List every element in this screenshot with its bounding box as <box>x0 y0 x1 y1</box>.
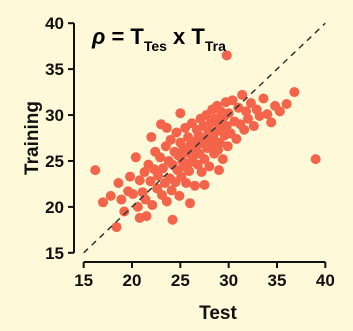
data-point <box>132 201 143 212</box>
scatter-points <box>90 50 321 233</box>
data-point <box>111 222 122 233</box>
data-point <box>258 93 269 104</box>
data-point <box>214 165 224 176</box>
title-mid: x T <box>167 24 205 49</box>
chart-title: ρ = TTes x TTra <box>91 24 226 54</box>
data-point <box>281 99 292 110</box>
title-sub-tra: Tra <box>205 38 226 54</box>
data-point <box>245 98 256 109</box>
data-point <box>185 198 195 209</box>
axes <box>73 23 326 263</box>
x-axis-title: Test <box>199 303 237 324</box>
x-tick-label: 35 <box>268 271 287 290</box>
x-tick-label: 15 <box>74 271 93 290</box>
y-tick-label: 30 <box>45 106 64 125</box>
x-tick-label: 20 <box>123 271 142 290</box>
data-point <box>199 154 210 165</box>
data-point <box>217 154 228 165</box>
data-point <box>227 95 238 106</box>
data-point <box>171 127 182 138</box>
title-rho: ρ <box>91 24 105 49</box>
y-tick-label: 35 <box>45 60 64 79</box>
reference-line <box>83 22 326 254</box>
data-point <box>192 159 203 170</box>
data-point <box>174 190 185 201</box>
data-point <box>155 152 166 163</box>
data-point <box>165 134 176 145</box>
data-point <box>223 108 234 119</box>
data-point <box>116 194 127 205</box>
data-point <box>141 211 152 222</box>
data-point <box>153 170 164 181</box>
data-point <box>130 152 141 163</box>
data-point <box>105 190 116 201</box>
data-point <box>161 196 172 207</box>
data-point <box>221 121 232 132</box>
data-point <box>254 110 265 121</box>
data-point <box>222 141 233 152</box>
data-point <box>113 178 124 189</box>
data-point <box>90 165 101 176</box>
data-point <box>237 89 248 100</box>
data-point <box>248 121 259 132</box>
data-point <box>127 189 138 200</box>
data-point <box>184 166 195 177</box>
data-point <box>181 178 192 189</box>
y-tick-label: 25 <box>45 152 64 171</box>
data-point <box>146 132 157 143</box>
data-point <box>274 106 285 117</box>
data-point <box>233 102 244 113</box>
data-point <box>310 154 321 165</box>
data-point <box>243 113 253 124</box>
data-point <box>199 179 210 190</box>
y-tick-label: 40 <box>45 14 64 33</box>
data-point <box>139 166 150 177</box>
data-point <box>98 197 108 208</box>
data-point <box>262 109 273 120</box>
data-point <box>239 124 250 135</box>
title-eq: = T <box>105 24 144 49</box>
data-point <box>175 108 186 119</box>
y-axis-title: Training <box>22 101 43 175</box>
data-point <box>167 214 178 225</box>
data-point <box>196 166 207 177</box>
data-point <box>266 117 277 128</box>
y-tick-label: 15 <box>45 244 64 263</box>
data-point <box>189 180 200 191</box>
data-point <box>221 50 232 61</box>
x-ticks: 15 20 25 30 35 40 <box>74 262 335 290</box>
data-point <box>134 175 145 186</box>
data-point <box>125 171 136 182</box>
data-point <box>161 122 172 133</box>
y-tick-label: 20 <box>45 198 64 217</box>
data-point <box>147 200 158 211</box>
y-ticks: 15 20 25 30 35 40 <box>45 14 74 263</box>
x-tick-label: 25 <box>171 271 190 290</box>
data-point <box>157 163 168 174</box>
data-point <box>166 185 177 196</box>
data-point <box>145 176 156 187</box>
x-tick-label: 40 <box>316 271 335 290</box>
data-point <box>231 133 242 144</box>
data-point <box>204 161 215 172</box>
data-point <box>214 137 225 148</box>
x-tick-label: 30 <box>219 271 238 290</box>
title-sub-tes: Tes <box>144 38 167 54</box>
data-point <box>289 87 300 98</box>
data-point <box>119 206 130 217</box>
